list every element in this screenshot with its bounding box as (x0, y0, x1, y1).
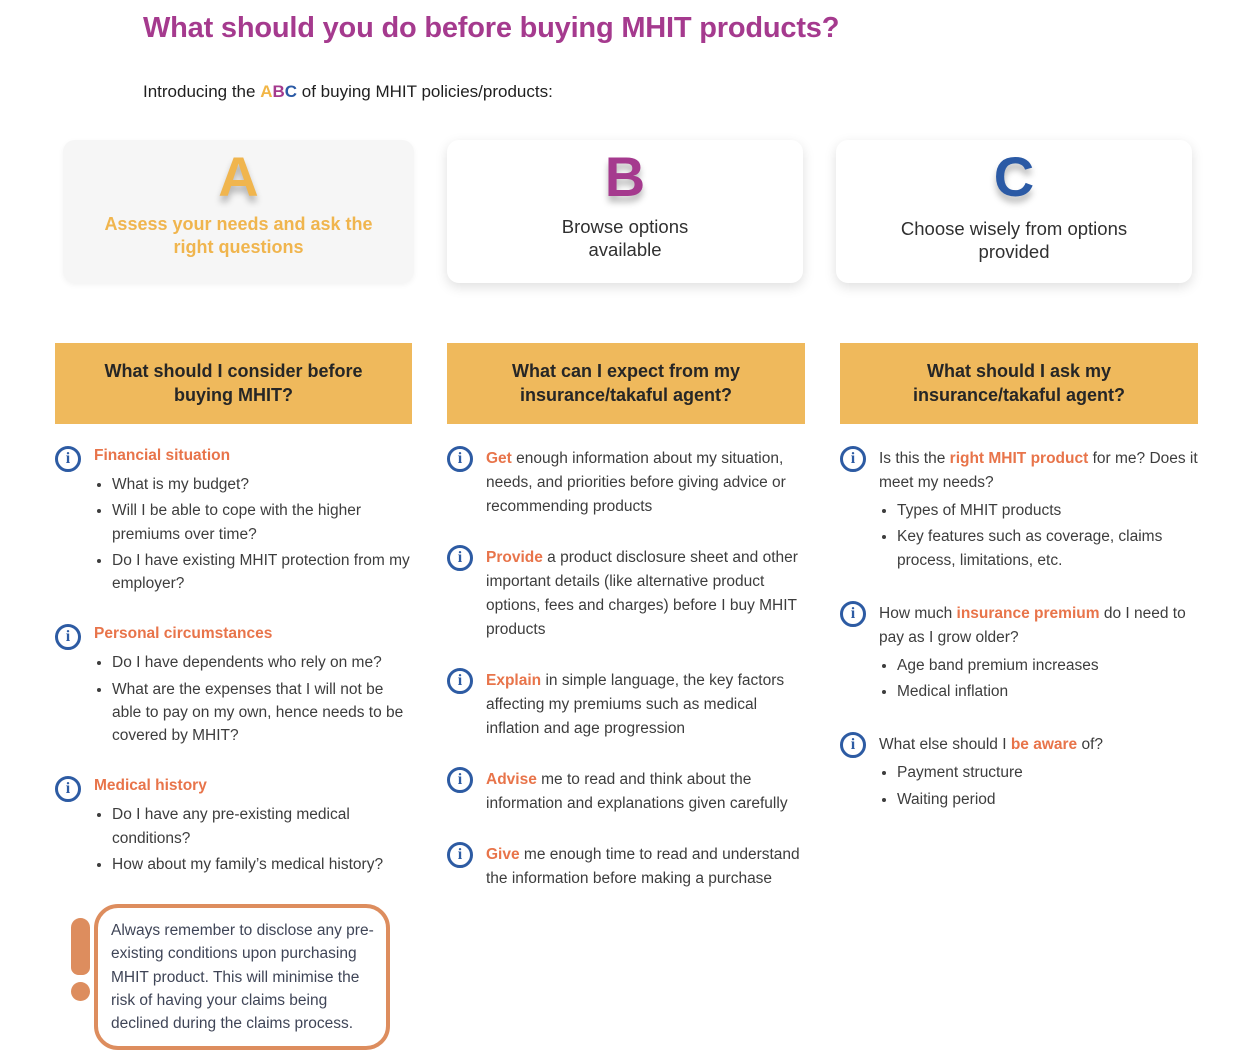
section-heading: Financial situation (94, 447, 231, 464)
expect-item-get: Get enough information about my situatio… (447, 445, 805, 519)
intro-letter-c: C (284, 82, 298, 101)
section-medical-history: Medical history Do I have any pre-existi… (55, 775, 412, 879)
info-icon (55, 446, 81, 472)
expect-item-advise: Advise me to read and think about the in… (447, 766, 805, 816)
card-choose-label: Choose wisely from options provided (900, 217, 1128, 263)
bullet-list: Do I have dependents who rely on me? Wha… (94, 651, 412, 747)
disclosure-note: Always remember to disclose any pre-exis… (71, 904, 390, 1050)
intro-letter-b: B (272, 82, 285, 101)
item-text: enough information about my situation, n… (486, 450, 786, 516)
bullet-item: Waiting period (897, 788, 1198, 811)
info-icon (840, 732, 866, 759)
intro-letter-a: A (260, 82, 273, 101)
info-icon (447, 545, 473, 572)
card-assess-label: Assess your needs and ask the right ques… (104, 213, 373, 257)
column-consider: What should I consider before buying MHI… (55, 343, 412, 1050)
keyword: insurance premium (956, 604, 1100, 622)
item-text: in simple language, the key factors affe… (486, 672, 785, 738)
card-assess: A Assess your needs and ask the right qu… (63, 140, 415, 283)
card-choose: C Choose wisely from options provided (836, 140, 1193, 283)
intro-line: Introducing the ABC of buying MHIT polic… (143, 82, 553, 102)
bullet-item: What is my budget? (112, 473, 412, 496)
bullet-item: Medical inflation (897, 680, 1198, 703)
ask-item-be-aware: What else should I be aware of? Payment … (840, 731, 1198, 814)
disclosure-note-text: Always remember to disclose any pre-exis… (94, 904, 390, 1050)
column-consider-body: Financial situation What is my budget? W… (55, 445, 412, 1050)
bullet-list: What is my budget? Will I be able to cop… (94, 473, 412, 595)
keyword: right MHIT product (949, 450, 1089, 467)
bullet-list: Types of MHIT products Key features such… (879, 499, 1198, 572)
ask-item-premium: How much insurance premium do I need to … (840, 600, 1198, 707)
bullet-item: Do I have existing MHIT protection from … (112, 549, 412, 596)
item-suffix: for me? Does it meet my needs? (879, 450, 1198, 492)
item-prefix: What else should I (879, 736, 1011, 754)
card-letter-a: A (218, 145, 259, 208)
column-ask-body: Is this the right MHIT product for me? D… (840, 445, 1198, 814)
info-icon (447, 668, 473, 695)
section-financial-situation: Financial situation What is my budget? W… (55, 445, 412, 598)
bullet-item: Payment structure (897, 761, 1198, 784)
exclamation-icon (71, 918, 90, 1001)
bullet-item: Do I have dependents who rely on me? (112, 651, 412, 674)
info-icon (447, 767, 473, 794)
info-icon (447, 842, 473, 869)
bullet-item: Age band premium increases (897, 654, 1198, 677)
section-personal-circumstances: Personal circumstances Do I have depende… (55, 623, 412, 750)
card-letter-c: C (993, 145, 1035, 208)
bullet-item: Key features such as coverage, claims pr… (897, 525, 1198, 572)
item-text: me enough time to read and understand th… (486, 846, 800, 888)
item-suffix: do I need to pay as I grow older? (879, 604, 1186, 646)
bullet-item: How about my family’s medical history? (112, 853, 412, 876)
bullet-list: Do I have any pre-existing medical condi… (94, 803, 412, 876)
keyword: Explain (486, 672, 542, 690)
info-icon (55, 624, 81, 651)
item-text: a product disclosure sheet and other imp… (486, 549, 798, 639)
expect-item-explain: Explain in simple language, the key fact… (447, 667, 805, 741)
expect-item-give: Give me enough time to read and understa… (447, 841, 805, 891)
ask-item-right-product: Is this the right MHIT product for me? D… (840, 445, 1198, 575)
info-icon (840, 600, 866, 627)
card-browse-label: Browse options available (561, 215, 689, 261)
keyword: Give (486, 846, 520, 864)
bullet-list: Age band premium increases Medical infla… (879, 654, 1198, 704)
card-letter-b: B (604, 145, 646, 208)
intro-suffix: of buying MHIT policies/products: (297, 82, 553, 101)
intro-prefix: Introducing the (143, 82, 261, 101)
column-expect-body: Get enough information about my situatio… (447, 445, 805, 891)
column-consider-header: What should I consider before buying MHI… (55, 343, 412, 424)
section-heading: Medical history (94, 777, 207, 795)
page-title: What should you do before buying MHIT pr… (143, 12, 840, 44)
column-expect-header: What can I expect from my insurance/taka… (447, 343, 805, 424)
info-icon (840, 446, 866, 472)
bullet-item: Will I be able to cope with the higher p… (112, 499, 412, 546)
bullet-item: Do I have any pre-existing medical condi… (112, 803, 412, 850)
keyword: Get (486, 450, 512, 467)
item-prefix: How much (879, 604, 957, 622)
item-suffix: of? (1077, 736, 1104, 754)
info-icon (55, 776, 81, 803)
keyword: Provide (486, 549, 543, 567)
keyword: be aware (1010, 736, 1078, 754)
column-ask: What should I ask my insurance/takaful a… (840, 343, 1198, 1050)
expect-item-provide: Provide a product disclosure sheet and o… (447, 544, 805, 642)
keyword: Advise (486, 771, 537, 789)
section-heading: Personal circumstances (94, 625, 273, 643)
item-text: me to read and think about the informati… (486, 771, 788, 813)
bullet-item: What are the expenses that I will not be… (112, 678, 412, 748)
abc-cards-row: A Assess your needs and ask the right qu… (63, 140, 1193, 283)
item-prefix: Is this the (879, 450, 950, 467)
card-browse: B Browse options available (447, 140, 804, 283)
info-icon (447, 446, 473, 472)
columns-row: What should I consider before buying MHI… (55, 343, 1198, 1050)
bullet-item: Types of MHIT products (897, 499, 1198, 522)
column-expect: What can I expect from my insurance/taka… (447, 343, 805, 1050)
bullet-list: Payment structure Waiting period (879, 761, 1198, 811)
column-ask-header: What should I ask my insurance/takaful a… (840, 343, 1198, 424)
